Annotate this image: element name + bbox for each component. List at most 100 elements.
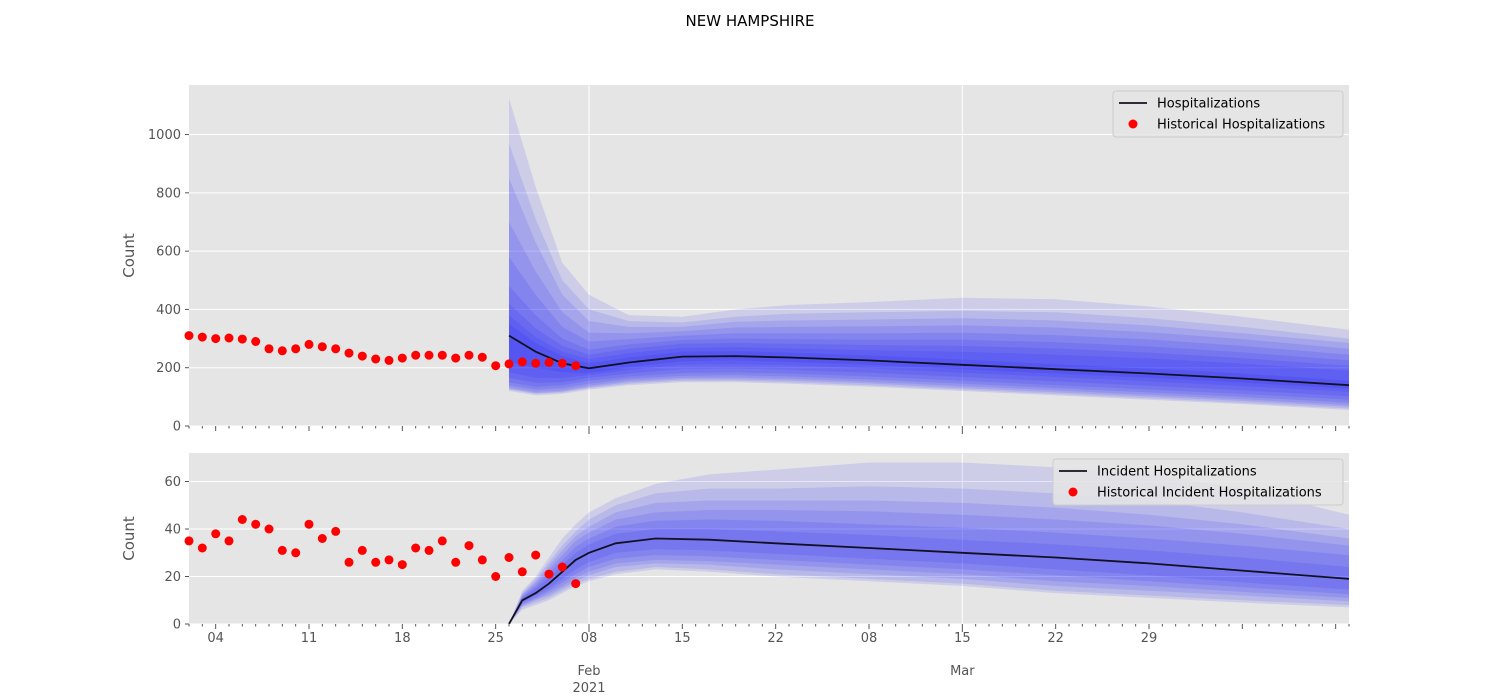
historical-point	[291, 344, 301, 354]
y-tick-label: 200	[156, 361, 181, 376]
historical-point	[184, 536, 194, 546]
historical-point	[224, 536, 234, 546]
y-tick-label: 1000	[148, 128, 181, 143]
historical-point	[344, 557, 354, 567]
forecast-band-0	[509, 98, 1349, 410]
historical-point	[224, 333, 234, 343]
historical-point	[477, 352, 487, 362]
x-tick-label: 22	[1047, 631, 1064, 646]
y-tick-label: 60	[164, 475, 181, 490]
historical-point	[557, 562, 567, 572]
historical-point	[304, 519, 314, 529]
historical-point	[437, 536, 447, 546]
y-axis-label: Count	[120, 233, 138, 278]
legend-entry: Hospitalizations	[1157, 97, 1260, 112]
forecast-band-4	[509, 257, 1349, 403]
historical-point	[397, 560, 407, 570]
y-tick-label: 0	[173, 618, 181, 633]
legend: Hospitalizations Historical Hospitalizati…	[1112, 90, 1344, 138]
historical-point	[424, 545, 434, 555]
historical-point	[544, 569, 554, 579]
historical-point	[211, 334, 221, 344]
forecast-band-3	[509, 510, 1349, 624]
historical-point	[464, 541, 474, 551]
forecast-band-3	[509, 222, 1349, 405]
legend-entry: Incident Hospitalizations	[1097, 465, 1257, 480]
historical-point	[504, 553, 514, 562]
historical-point	[277, 346, 287, 356]
historical-point	[517, 567, 527, 577]
y-tick-label: 400	[156, 303, 181, 318]
legend: Incident Hospitalizations Historical Inci…	[1052, 458, 1344, 506]
historical-point	[424, 350, 434, 360]
forecast-band-5	[509, 286, 1349, 400]
forecast-band-1	[509, 143, 1349, 409]
historical-point	[371, 557, 381, 567]
historical-point	[557, 358, 567, 368]
historical-point	[317, 534, 327, 543]
legend-entry: Historical Incident Hospitalizations	[1097, 486, 1322, 501]
historical-point	[331, 526, 341, 536]
forecast-median-line	[508, 334, 1349, 387]
historical-point	[264, 524, 274, 534]
forecast-band-1	[509, 486, 1349, 624]
historical-point	[344, 348, 354, 358]
historical-point	[531, 550, 541, 560]
historical-point	[251, 519, 261, 529]
historical-point	[571, 361, 581, 371]
plot-area	[189, 85, 1349, 426]
legend-marker-swatch	[1128, 119, 1138, 129]
x-month-label: Mar	[950, 664, 975, 679]
historical-point	[384, 355, 394, 365]
historical-point	[317, 342, 327, 352]
historical-point	[357, 545, 367, 555]
historical-point	[504, 359, 514, 369]
x-tick-label: 25	[487, 631, 504, 646]
y-tick-label: 40	[164, 523, 181, 538]
historical-point	[357, 351, 367, 361]
forecast-median-line	[508, 537, 1349, 624]
historical-point	[477, 555, 487, 565]
historical-point	[184, 331, 194, 341]
historical-point	[304, 339, 314, 349]
x-month-label: Feb	[577, 664, 600, 679]
historical-point	[251, 337, 261, 346]
hospitalizations-panel: 0 200 400 600 800 1000 Count Hospitalizations Hi…	[120, 85, 1350, 435]
x-tick-label: 08	[581, 631, 598, 646]
historical-point	[264, 344, 274, 354]
historical-point	[544, 358, 554, 367]
forecast-band-2	[509, 178, 1349, 407]
figure-title: NEW HAMPSHIRE	[686, 12, 815, 30]
x-tick-label: 11	[301, 631, 318, 646]
historical-point	[277, 545, 287, 555]
historical-point	[531, 358, 541, 368]
y-tick-label: 20	[164, 570, 181, 585]
shared-x-axis: 04 11 18 25 08 15 22 08 15 22 29 Feb 2021 Mar	[207, 631, 1157, 696]
x-tick-label: 08	[861, 631, 878, 646]
historical-point	[237, 334, 247, 344]
x-tick-label: 29	[1141, 631, 1158, 646]
historical-point	[451, 557, 461, 567]
incident-hospitalizations-panel: 0 20 40 60 Count Incident Hospitalizations His…	[120, 453, 1350, 633]
historical-point	[371, 354, 381, 364]
y-tick-label: 600	[156, 245, 181, 260]
historical-point	[491, 572, 501, 581]
historical-point	[197, 332, 207, 342]
legend-entry: Historical Hospitalizations	[1157, 118, 1325, 133]
forecast-band-5	[509, 529, 1349, 624]
x-tick-label: 18	[394, 631, 411, 646]
x-tick-label: 22	[767, 631, 784, 646]
historical-point	[397, 353, 407, 363]
x-tick-label: 04	[207, 631, 224, 646]
x-year-label: 2021	[572, 681, 605, 696]
y-axis-label: Count	[120, 516, 138, 561]
historical-point	[491, 361, 501, 371]
forecast-band-4	[509, 519, 1349, 624]
x-tick-label: 15	[674, 631, 691, 646]
historical-point	[331, 344, 341, 354]
historical-point	[517, 357, 527, 367]
historical-point	[411, 350, 421, 360]
historical-point	[464, 350, 474, 360]
y-tick-label: 0	[173, 420, 181, 435]
